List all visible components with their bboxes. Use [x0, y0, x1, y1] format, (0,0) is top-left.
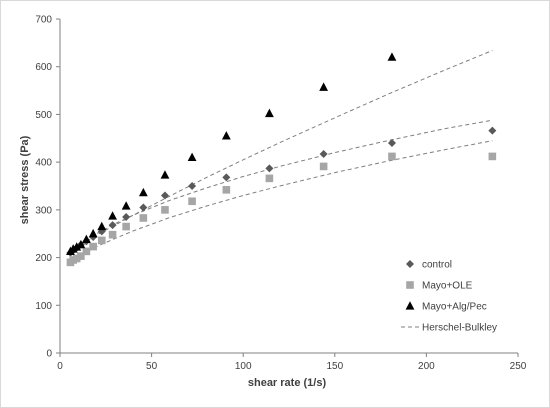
y-tick-label: 0	[46, 349, 52, 360]
x-tick-label: 100	[235, 361, 252, 372]
y-tick-label: 200	[35, 253, 52, 264]
mayo-alg-pec-point	[160, 170, 170, 179]
fit-curve	[68, 140, 493, 262]
mayo-ole-point	[77, 252, 85, 260]
mayo-alg-pec-point	[72, 242, 82, 251]
control-point	[160, 191, 169, 200]
mayo-ole-point	[388, 152, 396, 161]
mayo-alg-pec-point	[108, 211, 117, 220]
x-tick-label: 0	[57, 361, 63, 372]
y-tick-label: 700	[35, 15, 52, 26]
mayo-alg-pec-point	[88, 228, 98, 238]
y-tick-label: 600	[35, 62, 52, 73]
mayo-alg-pec-point	[319, 82, 329, 91]
legend-marker	[405, 301, 415, 310]
mayo-alg-pec-point	[264, 108, 274, 118]
mayo-ole-point	[89, 242, 97, 251]
mayo-ole-point	[122, 222, 130, 231]
mayo-ole-point	[108, 230, 117, 239]
control-point	[319, 150, 328, 159]
y-axis-title: shear stress (Pa)	[19, 135, 31, 224]
mayo-ole-point	[161, 206, 169, 214]
mayo-ole-point	[188, 197, 196, 206]
control-point	[188, 182, 197, 190]
mayo-alg-pec-point	[76, 239, 86, 249]
fit-curve	[68, 50, 493, 254]
mayo-ole-point	[265, 174, 274, 183]
mayo-alg-pec-point	[187, 152, 197, 161]
legend-label: Herschel-Bulkley	[422, 323, 497, 334]
x-axis-title: shear rate (1/s)	[248, 377, 327, 389]
mayo-alg-pec-point	[138, 187, 148, 197]
mayo-alg-pec-point	[121, 201, 131, 210]
legend-marker	[406, 260, 414, 268]
control-point	[387, 139, 396, 148]
x-tick-label: 200	[418, 361, 435, 372]
control-point	[108, 221, 117, 230]
control-point	[488, 126, 497, 135]
mayo-alg-pec-point	[221, 131, 231, 140]
x-tick-label: 250	[510, 361, 527, 372]
legend-marker	[406, 281, 414, 289]
mayo-ole-point	[82, 247, 91, 256]
legend-label: control	[422, 260, 452, 271]
control-point	[122, 213, 131, 222]
control-point	[139, 203, 148, 212]
mayo-ole-point	[72, 254, 81, 263]
legend-label: Mayo+Alg/Pec	[422, 302, 487, 313]
mayo-ole-point	[139, 214, 148, 222]
x-tick-label: 50	[146, 361, 158, 372]
x-tick-label: 150	[326, 361, 343, 372]
mayo-ole-point	[319, 162, 328, 171]
mayo-ole-point	[97, 236, 106, 245]
control-point	[222, 173, 231, 182]
control-point	[265, 164, 274, 173]
mayo-alg-pec-point	[387, 52, 397, 61]
legend-label: Mayo+OLE	[422, 281, 473, 292]
mayo-ole-point	[222, 186, 231, 194]
y-tick-label: 500	[35, 110, 52, 121]
y-tick-label: 100	[35, 301, 52, 312]
y-tick-label: 300	[35, 205, 52, 216]
fit-curve	[68, 119, 493, 255]
mayo-alg-pec-point	[81, 234, 91, 244]
y-tick-label: 400	[35, 158, 52, 169]
mayo-ole-point	[488, 152, 497, 161]
mayo-alg-pec-point	[97, 221, 107, 231]
